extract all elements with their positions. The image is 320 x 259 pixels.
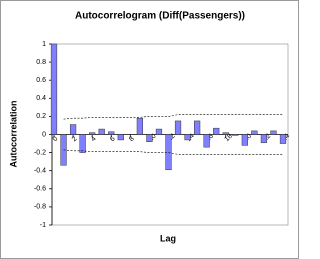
y-tick-label: 1 (42, 41, 46, 48)
bar (203, 134, 210, 148)
bar (213, 127, 220, 135)
y-tick-label: -0.6 (34, 186, 46, 193)
bar (165, 134, 172, 171)
x-tick-label: 0 (52, 135, 60, 143)
bar (146, 134, 153, 142)
bar (98, 128, 105, 135)
chart-title: Autocorrelogram (Diff(Passengers)) (75, 11, 245, 22)
chart: Autocorrelogram (Diff(Passengers)) Lag A… (0, 0, 299, 259)
bar (260, 134, 268, 143)
bar (155, 128, 163, 135)
bar (222, 132, 229, 135)
bar (241, 134, 248, 146)
confidence-band (63, 149, 283, 155)
y-tick-label: -0.2 (34, 149, 46, 156)
y-tick-label: -0.4 (34, 168, 46, 175)
x-tick-label: 4 (90, 135, 98, 143)
bar (50, 43, 58, 135)
y-tick-label: 0.6 (36, 77, 46, 84)
x-axis-label: Lag (160, 233, 176, 243)
bar (136, 117, 143, 135)
y-tick-label: -0.8 (34, 204, 46, 211)
y-tick-label: 0 (42, 131, 46, 138)
y-tick-label: 0.2 (36, 113, 46, 120)
x-tick-label: 8 (128, 135, 136, 143)
x-tick-label: 6 (109, 135, 117, 143)
bar (108, 131, 115, 135)
bar (184, 134, 191, 141)
bar (69, 124, 77, 135)
y-tick-label: -1 (40, 222, 46, 229)
x-tick-label: 2 (71, 135, 79, 143)
y-tick-label: 0.4 (36, 95, 46, 102)
bar (251, 130, 258, 135)
x-tick-label: 18 (224, 133, 235, 144)
y-axis-label: Autocorrelation (8, 100, 18, 167)
bar (174, 120, 182, 135)
bar (232, 134, 239, 136)
bar (194, 120, 201, 135)
bar (89, 132, 96, 135)
bar (60, 134, 67, 166)
bar (270, 130, 277, 135)
bar (117, 134, 124, 141)
y-tick-label: 0.8 (36, 59, 46, 66)
bar (279, 134, 287, 144)
bar (79, 134, 86, 153)
confidence-band (63, 114, 283, 120)
